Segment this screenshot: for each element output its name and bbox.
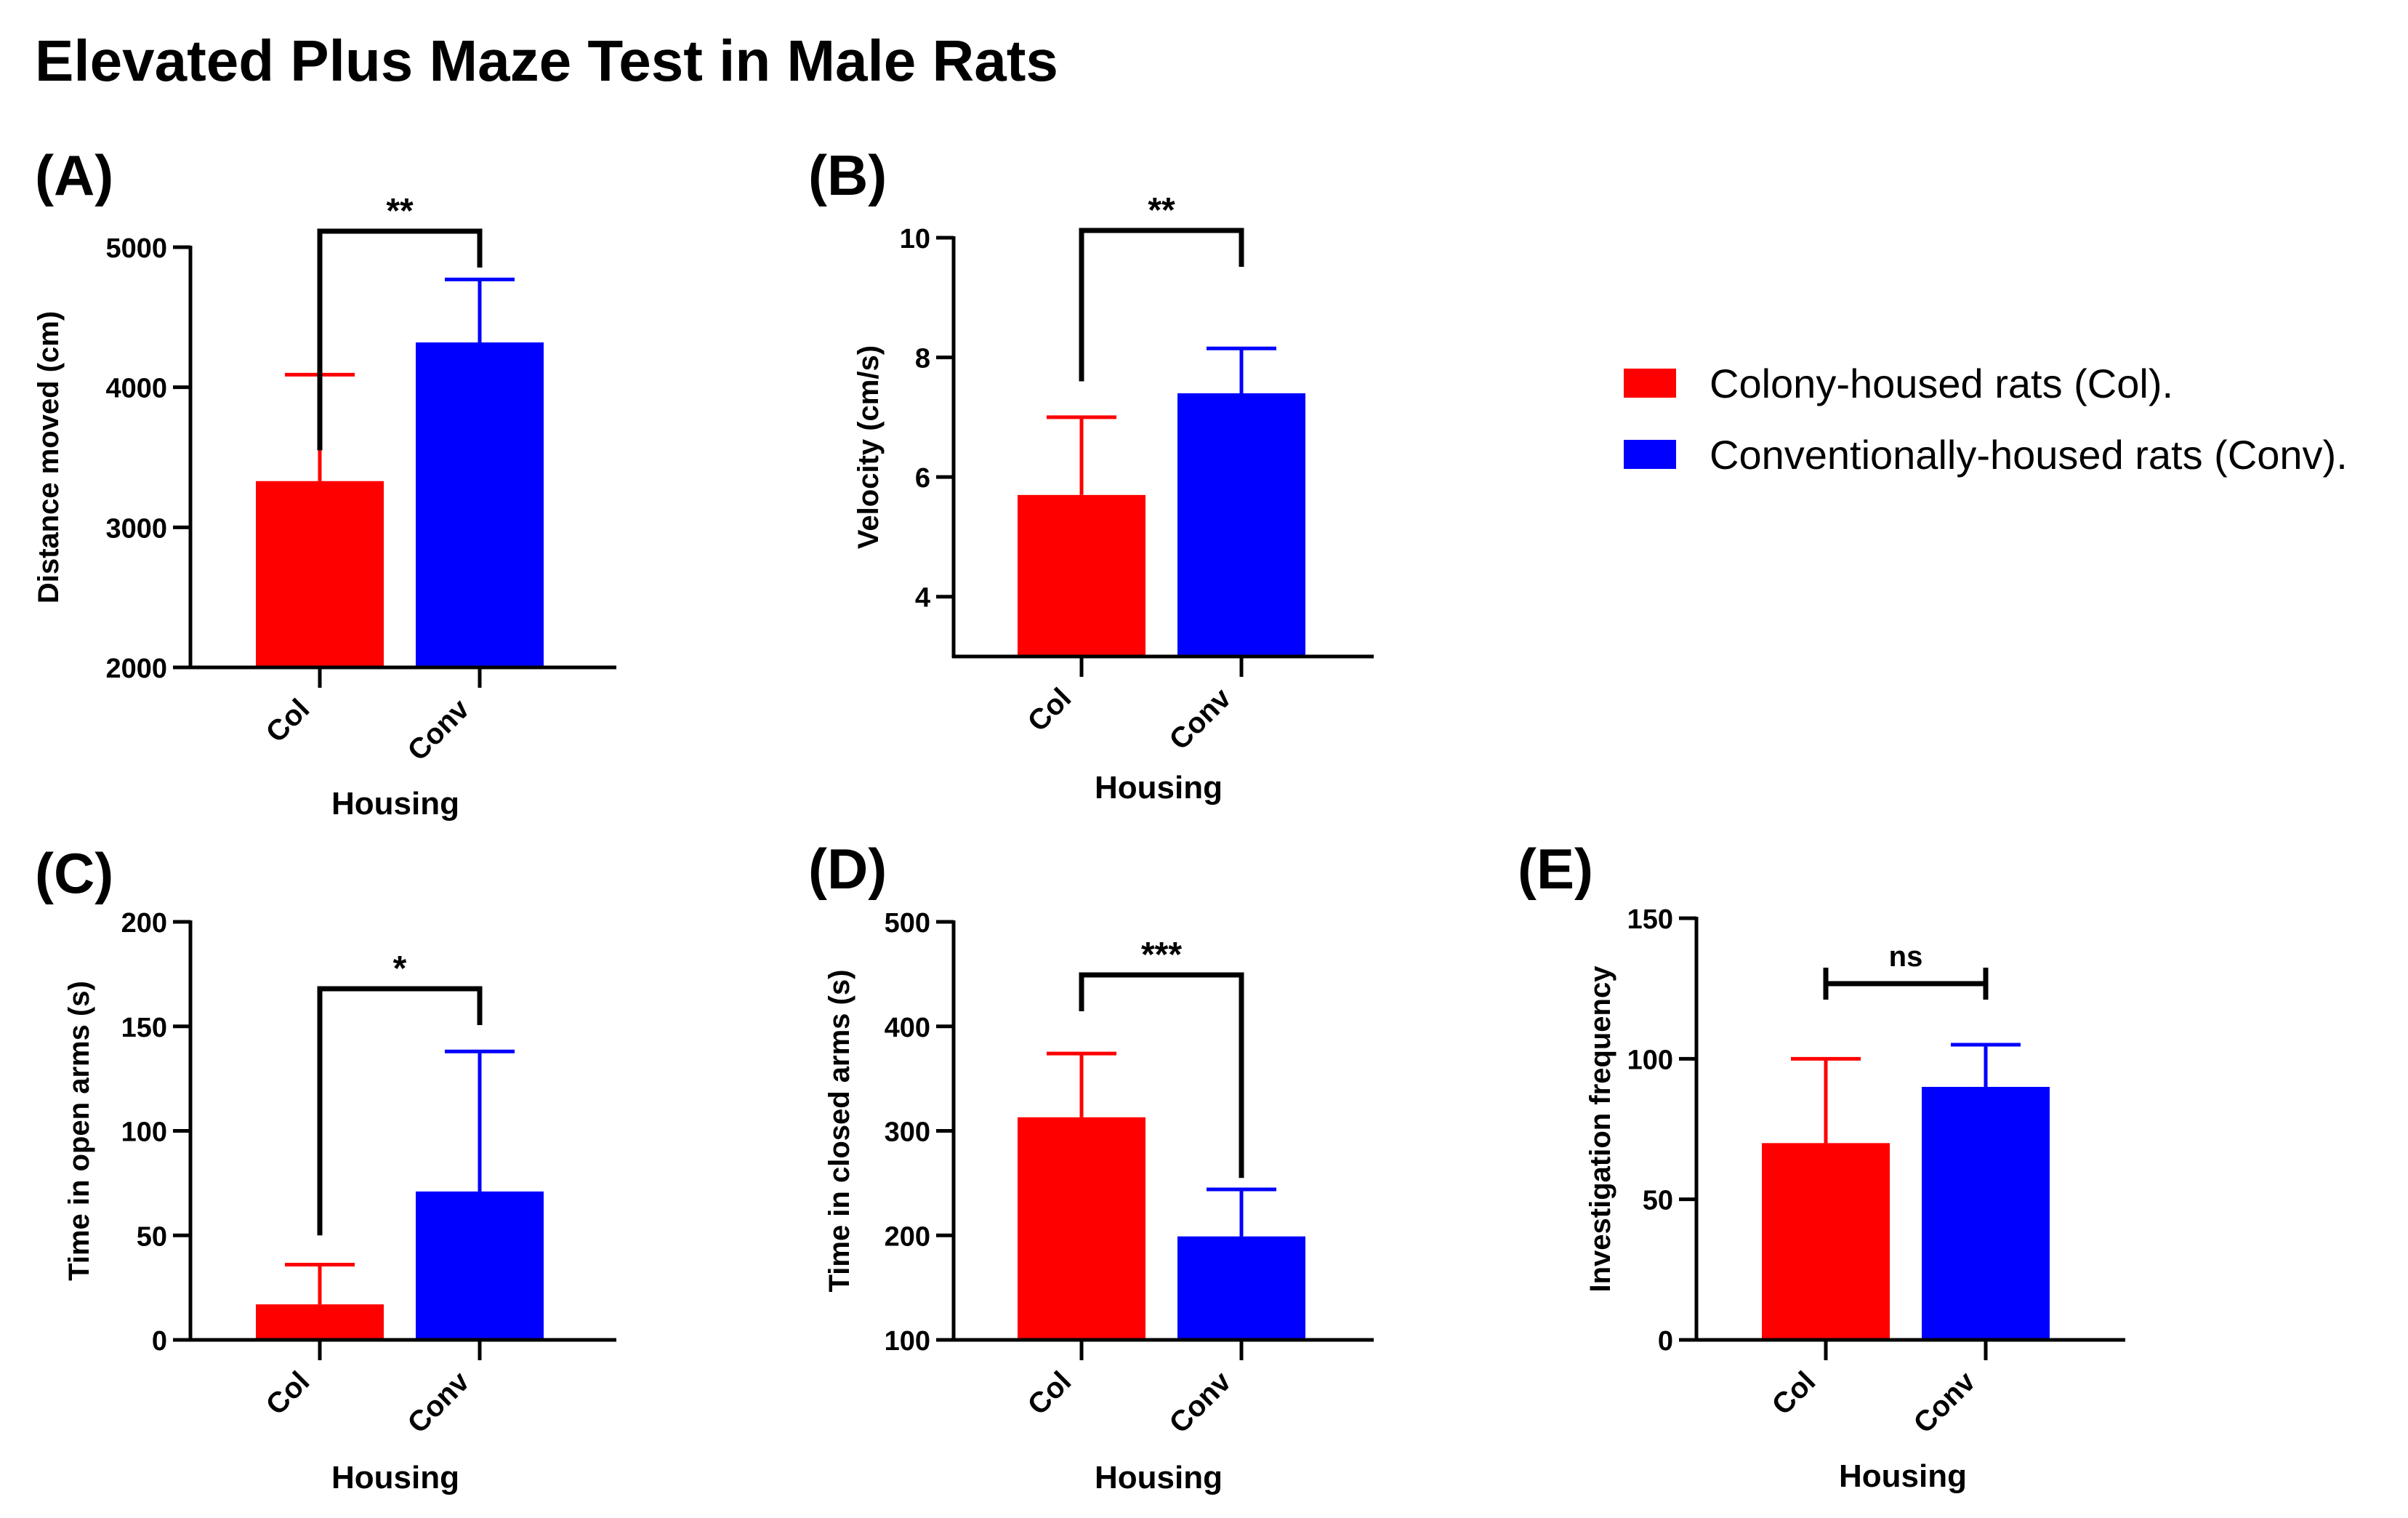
significance-bracket xyxy=(317,986,483,1236)
y-tick-label: 5000 xyxy=(105,233,167,264)
y-tick-label: 6 xyxy=(915,463,930,494)
bar-conv xyxy=(1922,1087,2050,1340)
bar-col xyxy=(256,1304,384,1340)
y-tick-label: 400 xyxy=(885,1013,930,1043)
chart-panel-d: (D) 100 200 300 400 500 Col Conv Housing Time in … xyxy=(808,837,1374,1495)
y-tick-label: 4000 xyxy=(105,374,167,404)
y-tick-label: 150 xyxy=(1627,904,1673,935)
bar-col xyxy=(1018,494,1145,656)
chart-panel-e: (E) 0 50 100 150 Col Conv Housing Investigation … xyxy=(1518,837,2125,1494)
y-axis-title: Investigation frequency xyxy=(1584,965,1616,1293)
y-tick-label: 10 xyxy=(900,224,930,254)
bar-conv xyxy=(416,1191,544,1340)
significance-bracket xyxy=(317,228,483,451)
significance-label: *** xyxy=(1141,936,1182,974)
x-tick-label-col: Col xyxy=(260,693,316,749)
significance-label: * xyxy=(393,949,407,988)
y-tick-label: 200 xyxy=(121,908,167,939)
significance-label: ** xyxy=(386,192,414,230)
bar-conv xyxy=(1177,393,1305,656)
chart-panel-b: (B) 4 6 8 10 Col Conv Housing Velocity (cm/s) ** xyxy=(808,143,1374,806)
panel-label: (C) xyxy=(35,841,113,905)
y-tick-label: 3000 xyxy=(105,513,167,544)
y-axis-title: Time in closed arms (s) xyxy=(824,970,855,1293)
x-tick-label-conv: Conv xyxy=(402,1365,476,1439)
significance-bracket xyxy=(1079,972,1244,1178)
legend-swatch-col xyxy=(1624,369,1676,398)
y-axis-title: Distance moved (cm) xyxy=(33,311,65,603)
significance-label: ** xyxy=(1148,191,1175,230)
panel-label: (D) xyxy=(808,837,887,901)
panel-label: (B) xyxy=(808,143,887,207)
y-axis-title: Velocity (cm/s) xyxy=(853,345,885,549)
bar-col xyxy=(256,481,384,667)
figure-title: Elevated Plus Maze Test in Male Rats xyxy=(35,28,1058,93)
y-tick-label: 2000 xyxy=(105,654,167,684)
legend-label-col: Colony-housed rats (Col). xyxy=(1710,360,2174,406)
x-tick-label-col: Col xyxy=(1766,1365,1822,1421)
y-tick-label: 50 xyxy=(1643,1186,1673,1216)
x-axis-title: Housing xyxy=(1839,1458,1967,1494)
x-tick-label-conv: Conv xyxy=(1908,1365,1982,1439)
legend-label-conv: Conventionally-housed rats (Conv). xyxy=(1710,431,2348,478)
y-tick-label: 200 xyxy=(885,1221,930,1252)
y-tick-label: 100 xyxy=(1627,1045,1673,1075)
legend-swatch-conv xyxy=(1624,440,1676,469)
y-tick-label: 150 xyxy=(121,1013,167,1043)
x-tick-label-conv: Conv xyxy=(1164,682,1238,756)
y-tick-label: 8 xyxy=(915,344,930,374)
legend-item-col: Colony-housed rats (Col). xyxy=(1624,348,2348,419)
bar-col xyxy=(1762,1143,1890,1340)
x-tick-label-col: Col xyxy=(1022,682,1078,738)
legend: Colony-housed rats (Col). Conventionally… xyxy=(1624,348,2348,490)
x-tick-label-col: Col xyxy=(260,1365,316,1421)
bar-col xyxy=(1018,1117,1145,1340)
chart-panel-c: (C) 0 50 100 150 200 Col Conv Housing Time in ope… xyxy=(35,841,616,1495)
x-tick-label-conv: Conv xyxy=(402,693,476,767)
legend-item-conv: Conventionally-housed rats (Conv). xyxy=(1624,419,2348,490)
significance-label: ns xyxy=(1889,941,1923,973)
x-axis-title: Housing xyxy=(1095,1460,1223,1495)
bar-conv xyxy=(416,342,544,667)
y-axis-title: Time in open arms (s) xyxy=(63,981,95,1281)
y-tick-label: 500 xyxy=(885,908,930,939)
significance-bracket xyxy=(1079,228,1244,382)
y-tick-label: 0 xyxy=(1658,1326,1673,1357)
x-axis-title: Housing xyxy=(331,1460,459,1495)
x-axis-title: Housing xyxy=(331,786,459,822)
chart-panel-a: (A) 2000 3000 4000 5000 Col Conv Housing Distanc… xyxy=(33,143,616,822)
panel-label: (E) xyxy=(1518,837,1593,901)
y-tick-label: 100 xyxy=(885,1326,930,1357)
bar-conv xyxy=(1177,1236,1305,1340)
y-tick-label: 100 xyxy=(121,1117,167,1148)
y-tick-label: 4 xyxy=(915,583,930,614)
y-tick-label: 0 xyxy=(152,1326,167,1357)
y-tick-label: 300 xyxy=(885,1117,930,1148)
panel-label: (A) xyxy=(35,143,113,207)
y-tick-label: 50 xyxy=(137,1221,167,1252)
x-tick-label-conv: Conv xyxy=(1164,1365,1238,1439)
x-tick-label-col: Col xyxy=(1022,1365,1078,1421)
x-axis-title: Housing xyxy=(1095,770,1223,806)
